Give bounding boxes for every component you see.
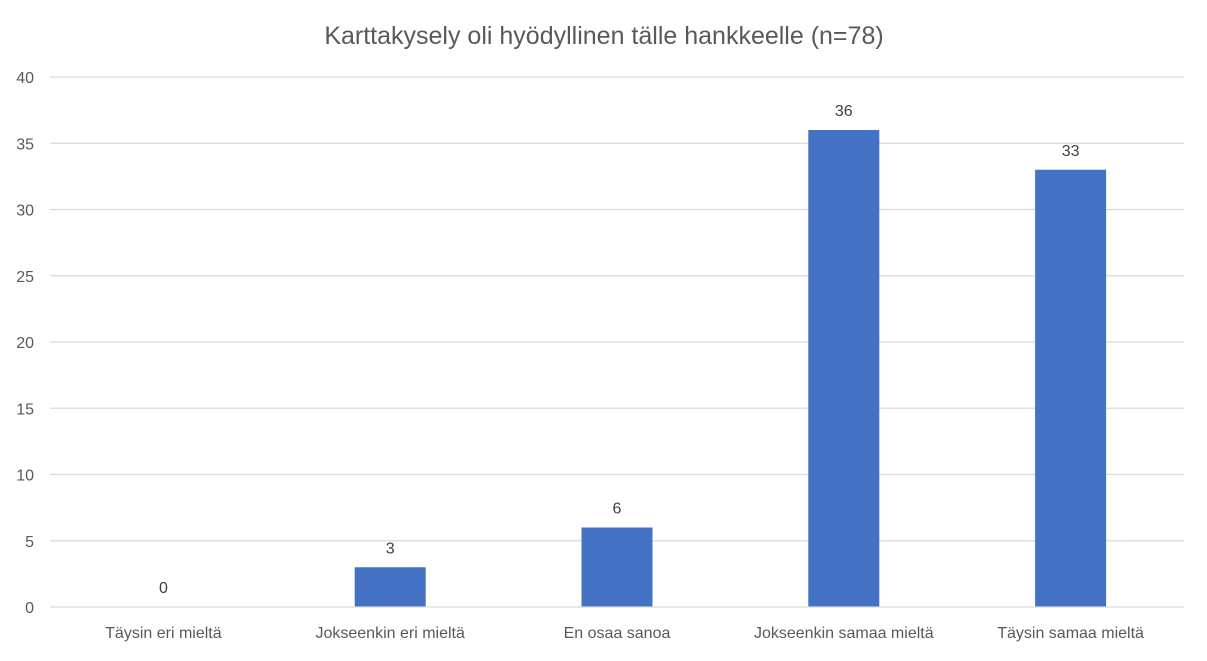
bar xyxy=(808,130,880,607)
x-tick-label: Täysin samaa mieltä xyxy=(997,625,1144,642)
data-label: 33 xyxy=(1062,143,1080,160)
data-label: 0 xyxy=(159,580,168,597)
bar xyxy=(1035,169,1107,607)
x-axis-tick-labels: Täysin eri mieltä Jokseenkin eri mieltä En… xyxy=(105,625,1144,642)
y-tick-label: 20 xyxy=(16,335,34,352)
gridlines xyxy=(50,76,1184,542)
chart-title: Karttakysely oli hyödyllinen tälle hankk… xyxy=(324,22,883,50)
y-tick-label: 40 xyxy=(16,70,34,87)
data-label: 6 xyxy=(613,501,622,518)
bar xyxy=(354,567,426,607)
data-label: 36 xyxy=(835,103,853,120)
y-tick-label: 25 xyxy=(16,269,34,286)
y-tick-label: 10 xyxy=(16,468,34,485)
data-label: 3 xyxy=(386,540,395,557)
x-tick-label: En osaa sanoa xyxy=(564,625,671,642)
y-tick-label: 35 xyxy=(16,136,34,153)
x-tick-label: Jokseenkin samaa mieltä xyxy=(754,625,934,642)
bars xyxy=(354,130,1107,607)
y-tick-label: 0 xyxy=(25,600,34,617)
y-tick-label: 5 xyxy=(25,534,34,551)
bar xyxy=(581,527,653,607)
y-tick-label: 15 xyxy=(16,401,34,418)
x-tick-label: Täysin eri mieltä xyxy=(105,625,222,642)
x-tick-label: Jokseenkin eri mieltä xyxy=(315,625,465,642)
y-axis-tick-labels: 0 5 10 15 20 25 30 35 40 xyxy=(16,70,34,617)
y-tick-label: 30 xyxy=(16,203,34,220)
